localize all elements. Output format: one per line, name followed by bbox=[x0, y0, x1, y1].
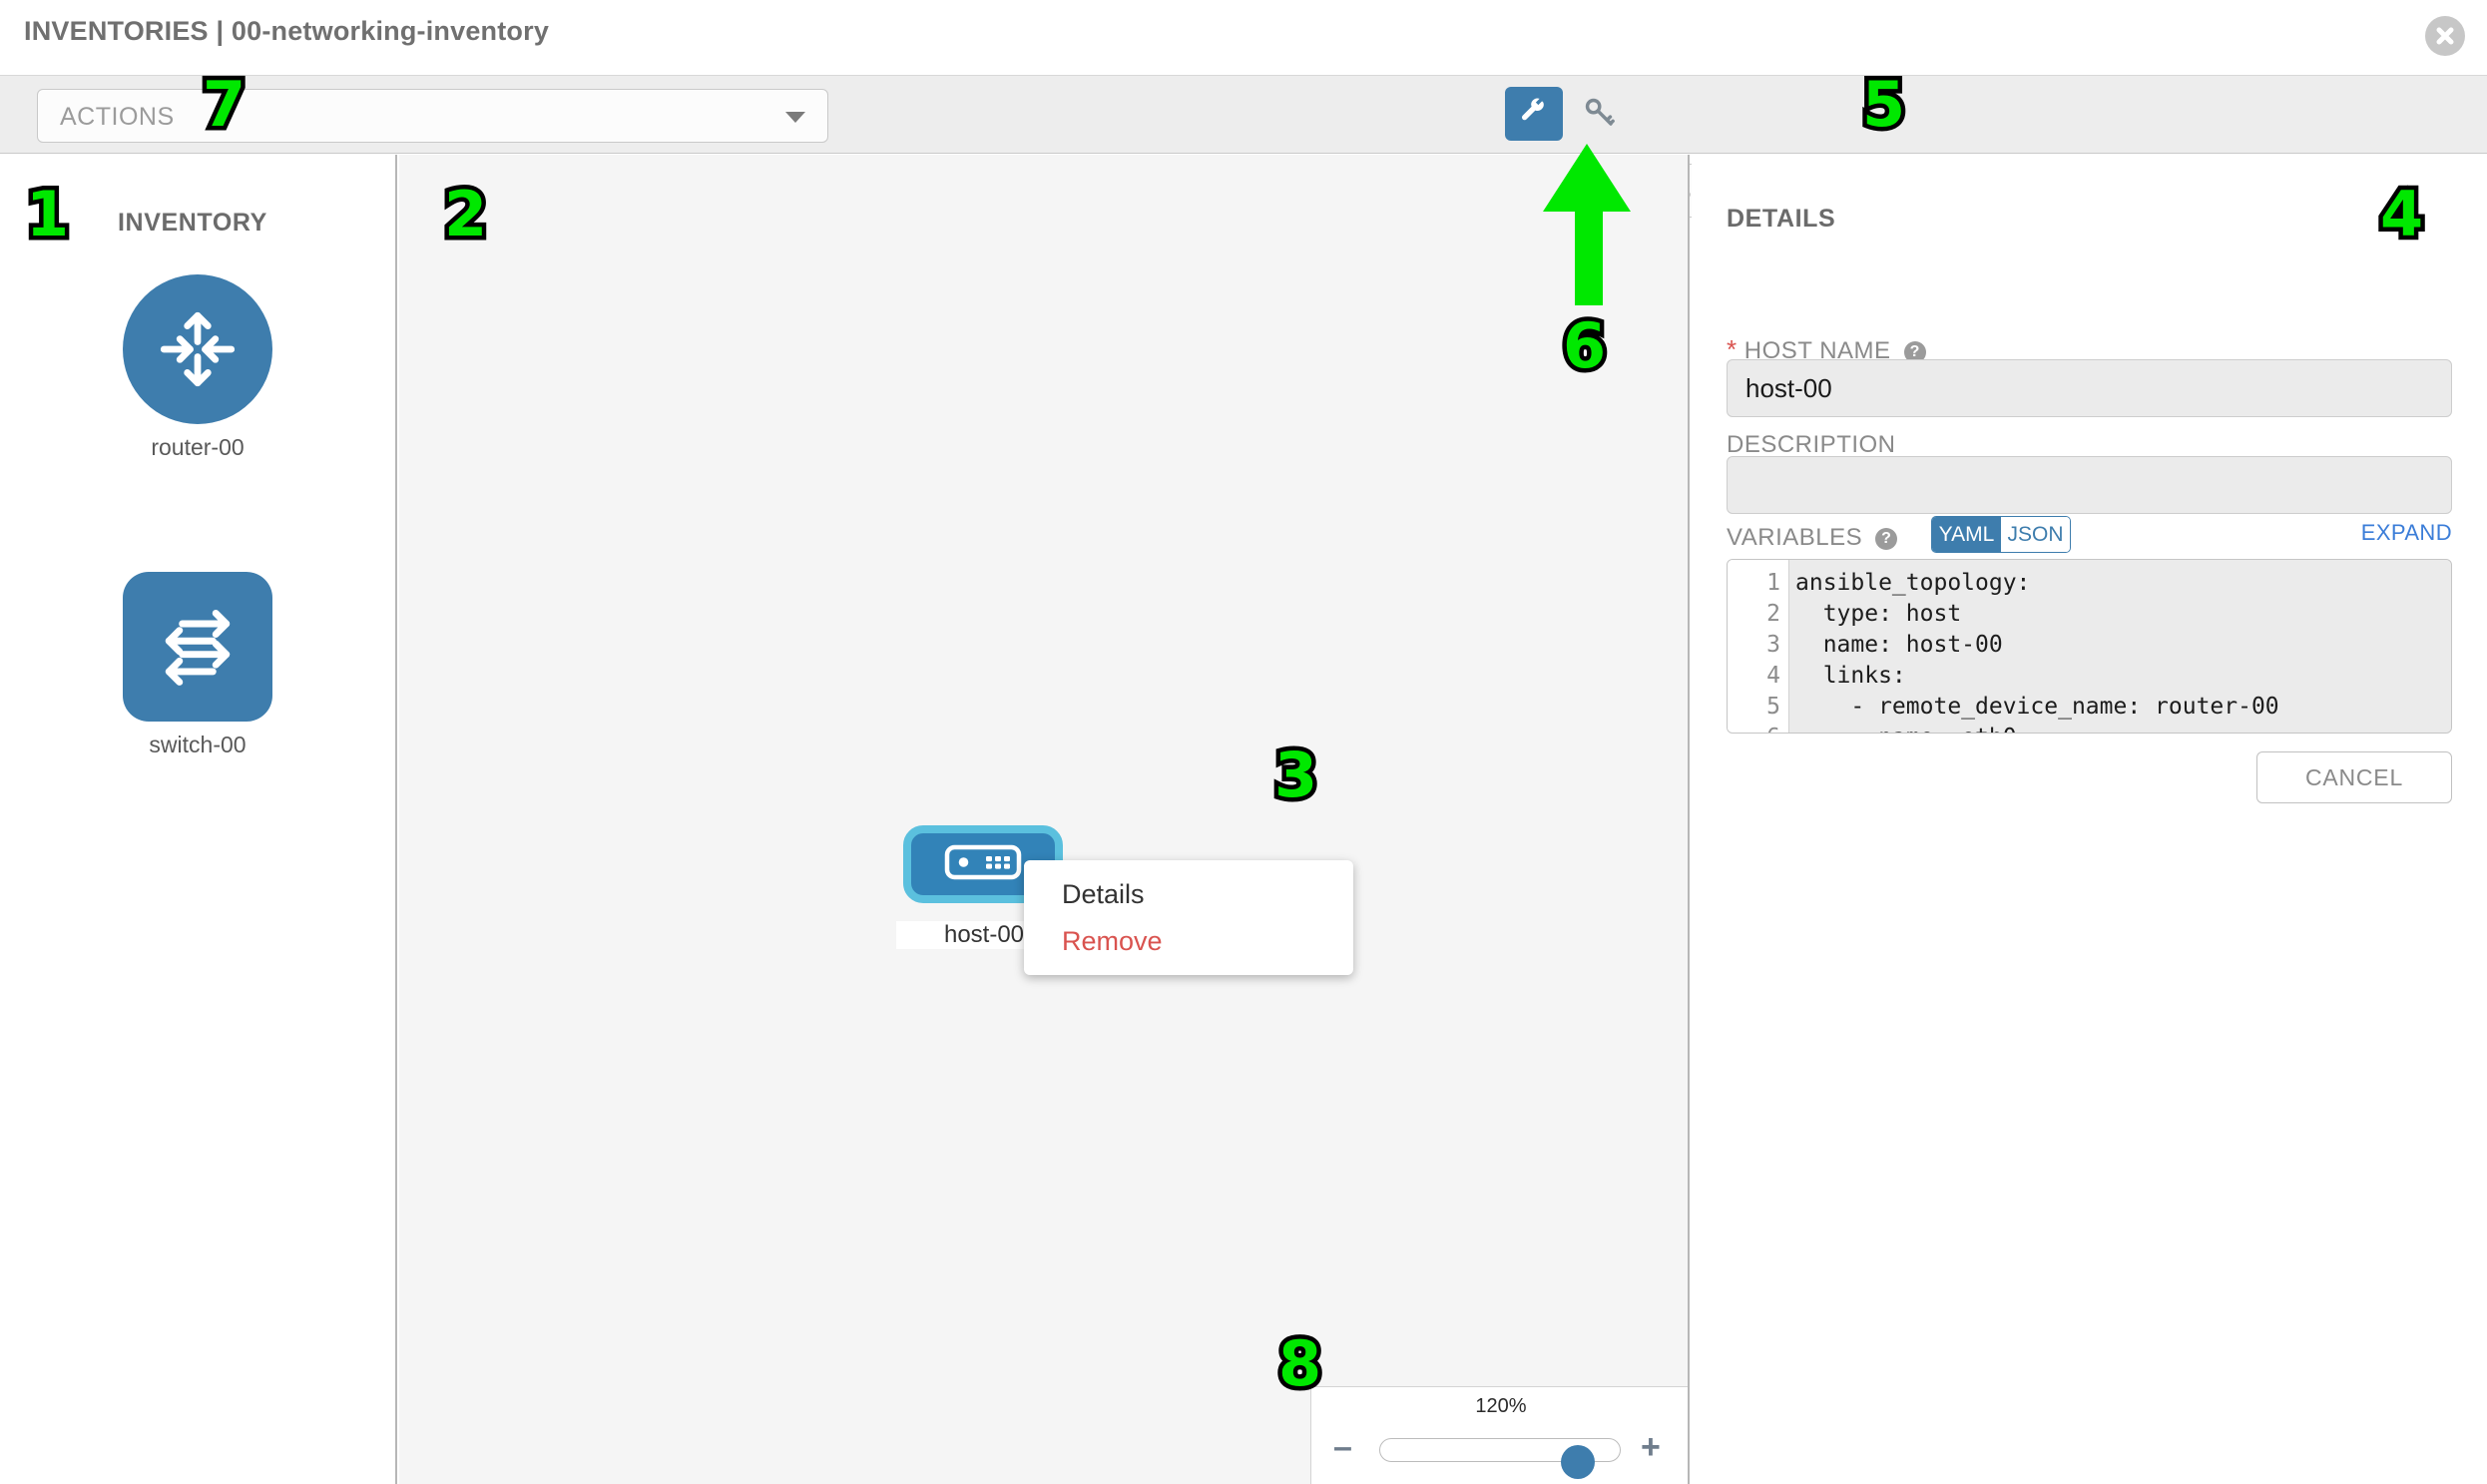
cancel-button[interactable]: CANCEL bbox=[2256, 751, 2452, 803]
router-icon bbox=[123, 274, 272, 424]
actions-dropdown-label: ACTIONS bbox=[60, 103, 175, 131]
actions-dropdown[interactable]: ACTIONS bbox=[37, 89, 828, 143]
variables-label: VARIABLES ? bbox=[1727, 524, 1898, 552]
code-line: name: eth0 bbox=[1795, 723, 2451, 733]
format-tab-json[interactable]: JSON bbox=[2001, 517, 2070, 552]
zoom-level-label: 120% bbox=[1475, 1395, 1527, 1417]
code-line: name: host-00 bbox=[1795, 632, 2003, 658]
wrench-icon bbox=[1519, 97, 1549, 132]
credentials-button[interactable] bbox=[1575, 90, 1623, 138]
inventory-panel-title: INVENTORY bbox=[118, 209, 267, 237]
zoom-control-panel: 120% – + bbox=[1310, 1386, 1688, 1484]
code-line-number: 6 bbox=[1728, 723, 1780, 733]
expand-link[interactable]: EXPAND bbox=[2360, 520, 2452, 545]
code-line-number: 2 bbox=[1766, 601, 1780, 627]
code-line-number: 5 bbox=[1766, 694, 1780, 720]
code-line-number: 4 bbox=[1766, 663, 1780, 689]
help-icon[interactable]: ? bbox=[1875, 528, 1898, 550]
page-title: INVENTORIES | 00-networking-inventory bbox=[24, 16, 550, 46]
title-bar: INVENTORIES | 00-networking-inventory bbox=[0, 0, 2487, 75]
code-content[interactable]: ansible_topology: type: host name: host-… bbox=[1789, 560, 2451, 733]
inventory-item-switch-00[interactable]: switch-00 bbox=[98, 572, 297, 758]
toolbar: ACTIONS SEARCH bbox=[0, 75, 2487, 218]
code-line: ansible_topology: bbox=[1795, 570, 2031, 596]
key-icon bbox=[1583, 96, 1615, 133]
topology-canvas[interactable]: host-00 Details Remove 120% – + bbox=[399, 155, 1690, 1484]
details-panel-title: DETAILS bbox=[1727, 205, 1836, 233]
variables-format-toggle: YAML JSON bbox=[1931, 516, 2071, 553]
zoom-slider-thumb[interactable] bbox=[1561, 1445, 1595, 1479]
context-menu-item-details[interactable]: Details bbox=[1062, 879, 1145, 909]
zoom-slider-row: – + bbox=[1311, 1427, 1688, 1479]
inventory-panel: INVENTORY router-00 bbox=[0, 155, 397, 1484]
help-icon[interactable]: ? bbox=[1903, 341, 1926, 363]
close-button[interactable] bbox=[2425, 16, 2465, 56]
variables-label-text: VARIABLES bbox=[1727, 524, 1863, 551]
code-line-number: 1 bbox=[1766, 570, 1780, 596]
description-label: DESCRIPTION bbox=[1727, 431, 1896, 458]
zoom-out-button[interactable]: – bbox=[1333, 1428, 1352, 1466]
code-line: links: bbox=[1795, 663, 1906, 689]
code-line: type: host bbox=[1795, 601, 1962, 627]
switch-icon bbox=[123, 572, 272, 722]
zoom-slider-track[interactable] bbox=[1379, 1438, 1621, 1479]
server-icon bbox=[944, 843, 1022, 886]
toolbox-button[interactable] bbox=[1505, 87, 1563, 141]
inventory-item-label: switch-00 bbox=[149, 732, 247, 757]
code-line-number: 3 bbox=[1766, 632, 1780, 658]
zoom-in-button[interactable]: + bbox=[1641, 1428, 1661, 1466]
inventory-item-label: router-00 bbox=[151, 434, 245, 460]
node-context-menu: Details Remove bbox=[1024, 860, 1353, 975]
close-icon bbox=[2434, 25, 2456, 47]
format-tab-yaml[interactable]: YAML bbox=[1932, 517, 2001, 552]
chevron-down-icon bbox=[785, 112, 805, 123]
context-menu-item-remove[interactable]: Remove bbox=[1062, 926, 1163, 956]
description-input[interactable] bbox=[1727, 456, 2452, 514]
required-asterisk: * bbox=[1727, 334, 1738, 364]
code-line: - remote_device_name: router-00 bbox=[1795, 694, 2279, 720]
inventory-item-router-00[interactable]: router-00 bbox=[98, 274, 297, 461]
details-panel: DETAILS * HOST NAME ? host-00 DESCRIPTIO… bbox=[1692, 155, 2487, 1484]
host-name-input[interactable]: host-00 bbox=[1727, 359, 2452, 417]
